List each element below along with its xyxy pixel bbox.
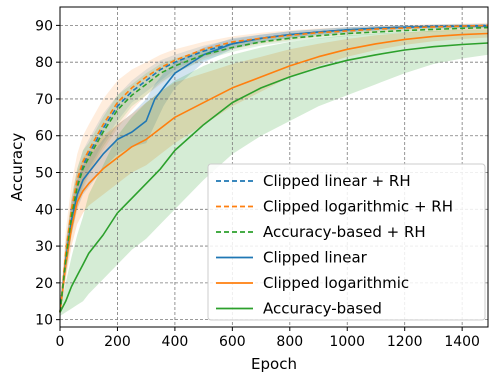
y-tick-label: 60 <box>35 129 53 145</box>
y-axis-label: Accuracy <box>8 133 26 202</box>
band-series-5 <box>60 28 488 317</box>
x-tick-label: 1000 <box>329 334 365 350</box>
x-tick-label: 1400 <box>444 334 480 350</box>
series-lines <box>59 24 489 313</box>
y-tick-label: 50 <box>35 166 53 182</box>
confidence-bands <box>60 22 488 317</box>
plot-frame <box>59 6 489 328</box>
y-tick-label: 70 <box>35 92 53 108</box>
line-series-3 <box>59 26 489 313</box>
y-tick-label: 40 <box>35 202 53 218</box>
y-tick-label: 30 <box>35 239 53 255</box>
y-tick-label: 10 <box>35 313 53 329</box>
x-axis-label: Epoch <box>251 355 297 373</box>
y-axis-ticks: 10 20 30 40 50 60 70 80 90 <box>35 18 60 329</box>
legend-label-4: Clipped linear <box>263 249 368 267</box>
y-tick-label: 90 <box>35 18 53 34</box>
legend-box <box>207 163 486 321</box>
x-tick-label: 400 <box>162 334 189 350</box>
x-tick-label: 1200 <box>387 334 423 350</box>
x-tick-label: 600 <box>219 334 246 350</box>
legend-label-3: Accuracy-based + RH <box>263 223 426 241</box>
x-tick-label: 800 <box>276 334 303 350</box>
legend-label-5: Clipped logarithmic <box>263 274 409 292</box>
x-tick-label: 200 <box>104 334 131 350</box>
band-series-4 <box>60 24 488 317</box>
legend: Clipped linear + RH Clipped logarithmic +… <box>207 163 486 321</box>
line-series-6 <box>59 42 489 313</box>
y-tick-label: 20 <box>35 276 53 292</box>
x-axis-ticks: 0 200 400 600 800 1000 1200 1400 <box>56 327 480 350</box>
line-series-2 <box>59 24 489 313</box>
band-series-6 <box>60 29 488 317</box>
line-series-5 <box>59 32 489 313</box>
legend-label-2: Clipped logarithmic + RH <box>263 198 453 216</box>
y-tick-label: 80 <box>35 55 53 71</box>
legend-label-1: Clipped linear + RH <box>263 172 411 190</box>
x-tick-label: 0 <box>56 334 65 350</box>
legend-label-6: Accuracy-based <box>263 300 382 318</box>
